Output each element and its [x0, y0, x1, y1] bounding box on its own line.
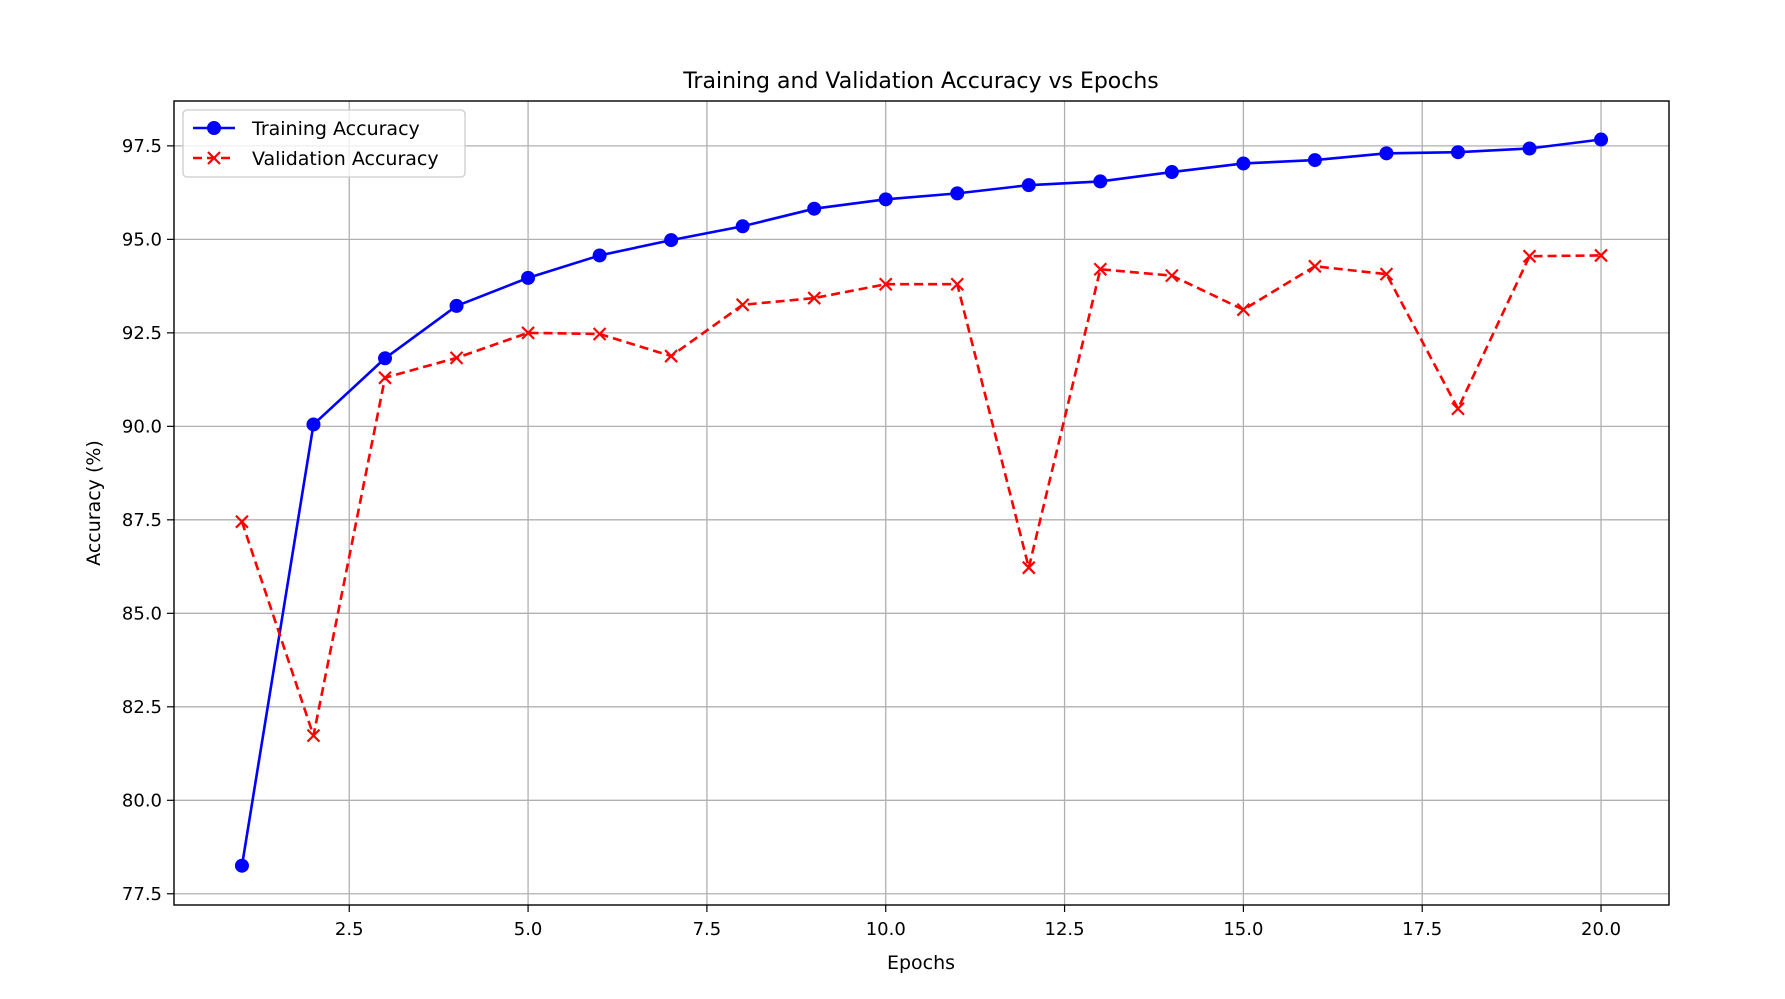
data-point — [1021, 178, 1036, 193]
data-point — [1522, 141, 1537, 156]
data-point — [1594, 132, 1609, 147]
data-point — [378, 370, 392, 385]
chart-title: Training and Validation Accuracy vs Epoc… — [682, 69, 1159, 94]
y-tick-label: 80.0 — [122, 790, 162, 811]
data-point — [950, 186, 965, 201]
data-point — [521, 326, 535, 340]
data-point — [878, 192, 893, 207]
legend-label: Validation Accuracy — [252, 148, 439, 170]
series-layer — [234, 132, 1609, 873]
data-point — [735, 219, 750, 234]
legend: Training Accuracy Validation Accuracy — [182, 109, 466, 178]
data-point — [306, 728, 321, 743]
data-point — [1379, 146, 1394, 161]
grid-lines — [174, 101, 1669, 905]
data-point — [1594, 248, 1608, 263]
legend-marker — [207, 151, 221, 165]
x-tick-label: 2.5 — [335, 919, 364, 940]
data-point — [235, 514, 249, 529]
y-tick-label: 82.5 — [122, 697, 162, 718]
y-tick-label: 92.5 — [122, 323, 162, 344]
data-point — [592, 327, 607, 341]
data-point — [1451, 401, 1465, 416]
data-point — [878, 277, 893, 292]
data-point — [950, 277, 965, 292]
x-tick-label: 5.0 — [514, 919, 543, 940]
legend-label: Training Accuracy — [251, 118, 420, 140]
series-training-accuracy — [234, 132, 1609, 873]
data-point — [1236, 302, 1251, 317]
data-point — [807, 291, 821, 305]
x-axis-label: Epochs — [887, 952, 955, 974]
legend-item: Training Accuracy — [193, 118, 420, 140]
x-tick-label: 7.5 — [693, 919, 722, 940]
data-point — [1308, 259, 1322, 274]
data-point — [807, 201, 822, 216]
x-tick-label: 17.5 — [1402, 919, 1442, 940]
plot-frame — [173, 100, 1670, 906]
data-point — [1022, 560, 1036, 575]
legend-marker — [207, 121, 221, 135]
data-point — [1093, 262, 1108, 277]
y-tick-label: 77.5 — [122, 884, 162, 905]
legend-items: Training Accuracy Validation Accuracy — [193, 118, 439, 170]
y-tick-label: 87.5 — [122, 510, 162, 531]
x-tick-label: 10.0 — [866, 919, 906, 940]
data-point — [664, 233, 679, 248]
legend-item: Validation Accuracy — [193, 148, 439, 170]
data-point — [592, 248, 607, 263]
x-tick-label: 12.5 — [1045, 919, 1085, 940]
x-tick-label: 15.0 — [1223, 919, 1263, 940]
legend-box — [182, 109, 466, 178]
x-tick-label: 20.0 — [1581, 919, 1621, 940]
data-point — [1522, 249, 1537, 263]
series-line — [240, 254, 1602, 737]
series-line — [240, 138, 1602, 866]
data-point — [735, 298, 750, 312]
y-tick-label: 85.0 — [122, 603, 162, 624]
y-axis-label: Accuracy (%) — [83, 440, 105, 566]
data-point — [449, 298, 464, 313]
axis-ticks: 2.5 5.0 7.5 10.0 12.5 15.0 17.5 20.0 77.5 80.0 82.… — [122, 136, 1621, 940]
data-point — [521, 270, 536, 285]
data-point — [306, 417, 321, 432]
data-point — [664, 349, 678, 363]
data-point — [1093, 174, 1108, 189]
y-tick-label: 95.0 — [122, 229, 162, 250]
data-point — [1164, 165, 1179, 180]
data-point — [449, 351, 464, 365]
data-point — [234, 858, 249, 873]
data-point — [1165, 268, 1179, 283]
data-point — [378, 351, 393, 366]
data-point — [1450, 145, 1465, 160]
y-tick-label: 90.0 — [122, 416, 162, 437]
data-point — [1236, 156, 1251, 171]
data-point — [1307, 153, 1322, 168]
series-validation-accuracy — [235, 248, 1608, 743]
data-point — [1379, 267, 1394, 281]
y-tick-label: 97.5 — [122, 136, 162, 157]
